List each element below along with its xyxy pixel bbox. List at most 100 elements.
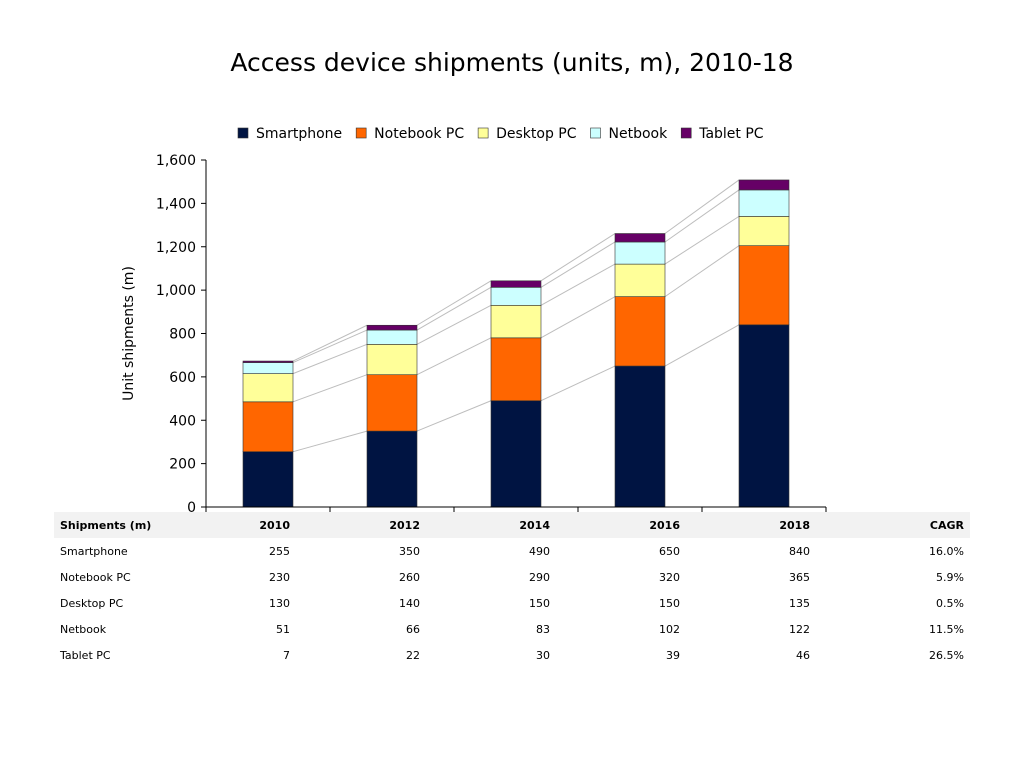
legend-label: Smartphone [256, 126, 342, 142]
bar-segment [614, 233, 666, 243]
series-line [664, 215, 740, 265]
legend: Smartphone Notebook PC Desktop PC Netbook Ta… [237, 126, 764, 142]
legend-swatch [680, 127, 692, 139]
table-row: Netbook 51 66 83 102 122 11.5% [54, 616, 970, 642]
y-tick-label: 0 [187, 500, 196, 516]
y-tick-label: 1,600 [156, 153, 196, 169]
bar-segment [738, 324, 790, 508]
bar-segment [614, 365, 666, 508]
table-header-cell: CAGR [929, 518, 964, 532]
cagr-cell: 16.0% [929, 544, 964, 558]
series-line [540, 241, 616, 288]
y-tick-label: 200 [169, 457, 196, 473]
table-header-cell: 2010 [259, 518, 290, 532]
table-cell: 122 [789, 622, 810, 636]
axes: 0 200 400 600 800 1,000 1,200 1,400 1,600 Unit sh… [121, 153, 827, 516]
series-line [416, 337, 492, 376]
table-cell: 130 [269, 596, 290, 610]
series-line [416, 400, 492, 432]
bar-segment [242, 451, 294, 508]
bar-segment [614, 296, 666, 367]
table-cell: 150 [659, 596, 680, 610]
bar-segment [366, 430, 418, 508]
table-row: Desktop PC 130 140 150 150 135 0.5% [54, 590, 970, 616]
series-line [292, 329, 368, 364]
table-header-cell: 2018 [779, 518, 810, 532]
series-line [664, 324, 740, 367]
series-line [540, 233, 616, 282]
bar-segment [614, 263, 666, 297]
table-cell: 365 [789, 570, 810, 584]
table-row: Smartphone 255 350 490 650 840 16.0% [54, 538, 970, 564]
bar-segment [738, 179, 790, 191]
series-line [416, 280, 492, 326]
y-tick-label: 1,200 [156, 240, 196, 256]
table-cell: 230 [269, 570, 290, 584]
table-cell: 66 [406, 622, 420, 636]
table-cell: 46 [796, 648, 810, 662]
legend-label: Desktop PC [496, 126, 577, 142]
stacked-bar-chart: 0 200 400 600 800 1,000 1,200 1,400 1,600 Unit sh… [121, 126, 827, 516]
bar-segment [490, 400, 542, 508]
legend-label: Notebook PC [374, 126, 464, 142]
bar-segment [738, 216, 790, 246]
legend-swatch [590, 127, 601, 139]
bar-segment [738, 189, 790, 217]
bar-segment [738, 245, 790, 326]
bar-segment [614, 241, 666, 265]
bar-segment [242, 362, 294, 374]
bar-segment [366, 374, 418, 432]
series-line [664, 179, 740, 234]
series-line [664, 245, 740, 298]
bar-segment [366, 329, 418, 345]
table-cell: 350 [399, 544, 420, 558]
table-cell: 260 [399, 570, 420, 584]
table-cell: 255 [269, 544, 290, 558]
table-header-cell: 2016 [649, 518, 680, 532]
cagr-cell: 26.5% [929, 648, 964, 662]
y-tick-label: 800 [169, 327, 196, 343]
series-line [292, 430, 368, 453]
legend-label: Netbook [609, 126, 669, 142]
table-cell: 135 [789, 596, 810, 610]
row-label: Notebook PC [60, 570, 131, 584]
cagr-cell: 0.5% [936, 596, 964, 610]
table-header-cell: Shipments (m) [60, 518, 152, 532]
y-tick-label: 1,400 [156, 196, 196, 212]
row-label: Desktop PC [60, 596, 124, 610]
table-cell: 39 [666, 648, 680, 662]
page-title: Access device shipments (units, m), 2010… [230, 48, 794, 77]
table-cell: 83 [536, 622, 550, 636]
legend-swatch [355, 127, 367, 139]
series-line [540, 263, 616, 306]
series-line [292, 324, 368, 362]
table-header-cell: 2014 [519, 518, 550, 532]
legend-label: Tablet PC [698, 126, 764, 142]
bar-segment [242, 401, 294, 452]
bar-segment [490, 280, 542, 288]
table-cell: 490 [529, 544, 550, 558]
y-axis-label: Unit shipments (m) [121, 266, 137, 401]
table-cell: 140 [399, 596, 420, 610]
legend-swatch [477, 127, 489, 139]
cagr-cell: 5.9% [936, 570, 964, 584]
series-lines [292, 179, 740, 453]
series-line [664, 189, 740, 243]
table-cell: 650 [659, 544, 680, 558]
row-label: Netbook [60, 622, 107, 636]
series-line [292, 374, 368, 403]
shipments-table: Shipments (m) 2010 2012 2014 2016 2018 C… [54, 512, 970, 668]
table-cell: 51 [276, 622, 290, 636]
y-tick-label: 1,000 [156, 283, 196, 299]
row-label: Smartphone [60, 544, 128, 558]
series-line [540, 365, 616, 402]
table-cell: 102 [659, 622, 680, 636]
table-header-row: Shipments (m) 2010 2012 2014 2016 2018 C… [54, 512, 970, 538]
series-line [416, 286, 492, 331]
bars [242, 179, 790, 508]
bar-segment [242, 360, 294, 363]
row-label: Tablet PC [60, 648, 111, 662]
bar-segment [490, 305, 542, 339]
cagr-cell: 11.5% [929, 622, 964, 636]
table-row: Tablet PC 7 22 30 39 46 26.5% [54, 642, 970, 668]
